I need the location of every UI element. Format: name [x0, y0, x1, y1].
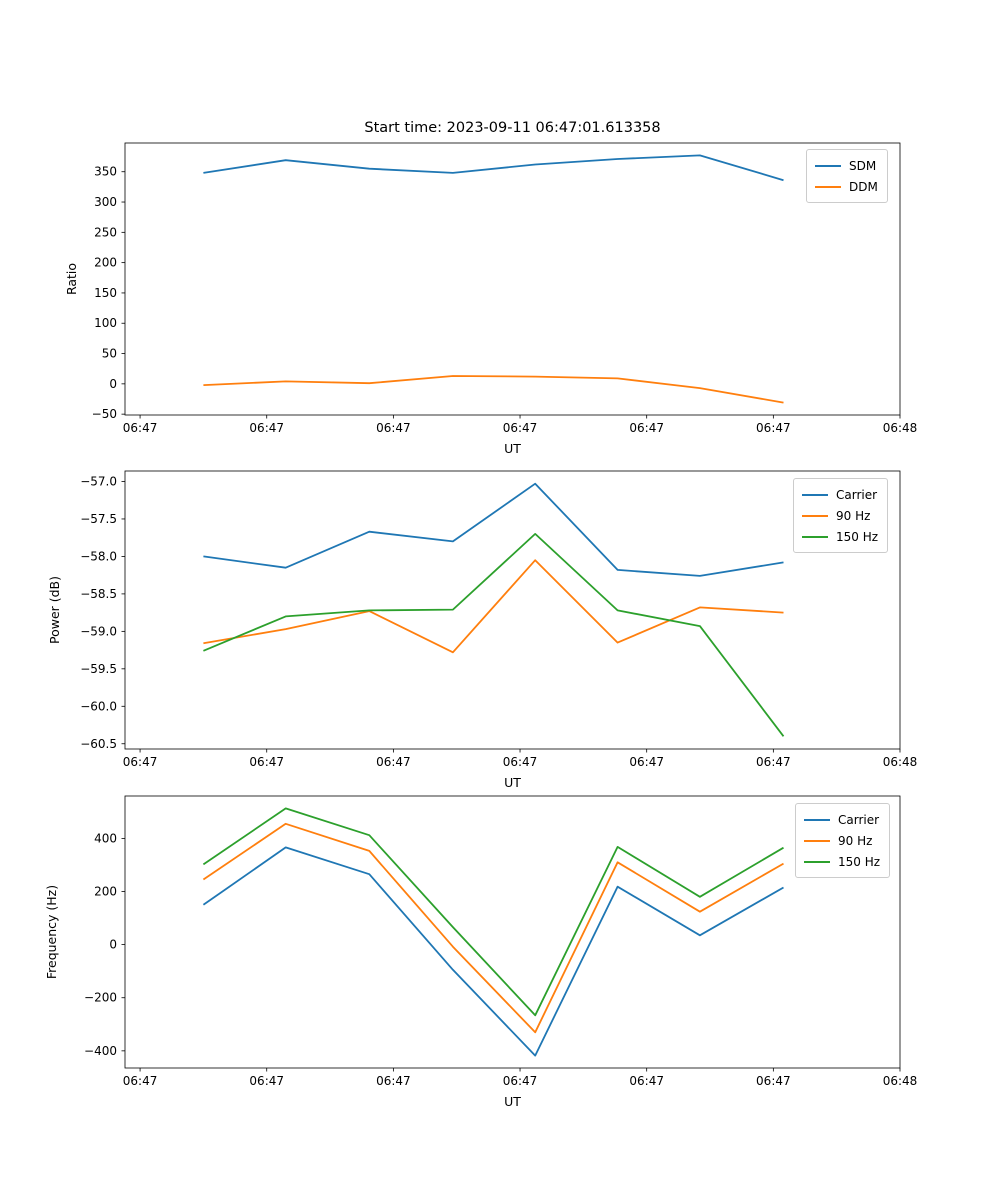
y-tick-label: −59.0: [80, 624, 117, 638]
axes-frame-ratio: [124, 142, 901, 416]
legend-line-sample: [804, 818, 830, 821]
x-tick-label: 06:47: [376, 755, 411, 769]
figure-title: Start time: 2023-09-11 06:47:01.613358: [364, 120, 661, 136]
legend-line-sample: [804, 839, 830, 842]
x-tick-label: 06:47: [123, 421, 158, 435]
x-tick-label: 06:48: [883, 421, 918, 435]
legend-item: Carrier: [804, 809, 880, 830]
legend-line-sample: [804, 860, 830, 863]
legend-item: 150 Hz: [802, 526, 878, 547]
x-tick-label: 06:47: [756, 1074, 791, 1088]
legend-label: DDM: [849, 179, 878, 194]
legend-item: Carrier: [802, 484, 878, 505]
y-tick-label: 0: [109, 938, 117, 952]
y-tick-label: 400: [94, 831, 117, 845]
y-tick-label: −58.0: [80, 549, 117, 563]
x-tick-label: 06:47: [249, 421, 284, 435]
y-tick-label: 200: [94, 256, 117, 270]
y-tick-label: 50: [102, 347, 117, 361]
x-tick-label: 06:47: [123, 755, 158, 769]
x-tick-label: 06:48: [883, 755, 918, 769]
x-tick-label: 06:47: [756, 755, 791, 769]
y-tick-label: −400: [84, 1044, 117, 1058]
legend-power: Carrier 90 Hz 150 Hz: [793, 478, 889, 553]
y-tick-label: 250: [94, 225, 117, 239]
y-tick-label: −50: [92, 407, 117, 421]
legend-label: 90 Hz: [838, 833, 873, 848]
x-tick-label: 06:47: [503, 1074, 538, 1088]
y-tick-label: 150: [94, 286, 117, 300]
series-line-carrier: [203, 482, 784, 577]
y-axis-label-ratio: Ratio: [64, 263, 79, 295]
y-tick-label: 100: [94, 316, 117, 330]
x-axis-label: UT: [504, 441, 521, 456]
x-tick-label: 06:47: [503, 421, 538, 435]
y-tick-label: 200: [94, 885, 117, 899]
y-tick-label: −60.0: [80, 699, 117, 713]
y-tick-label: −57.5: [80, 512, 117, 526]
series-line-150-hz: [203, 533, 785, 737]
y-tick-label: −200: [84, 991, 117, 1005]
legend-item: 90 Hz: [802, 505, 878, 526]
y-tick-label: −60.5: [80, 737, 117, 751]
legend-label: Carrier: [838, 812, 880, 827]
series-line-90-hz: [203, 559, 784, 654]
legend-line-sample: [802, 535, 828, 538]
y-axis-label-frequency: Frequency (Hz): [44, 885, 59, 979]
legend-label: 150 Hz: [836, 529, 879, 544]
x-tick-label: 06:47: [249, 755, 284, 769]
legend-label: 150 Hz: [838, 854, 881, 869]
y-tick-label: 0: [109, 377, 117, 391]
y-tick-label: 350: [94, 165, 117, 179]
legend-line-sample: [815, 164, 841, 167]
axes-frame-power: [124, 470, 901, 750]
legend-label: 90 Hz: [836, 508, 871, 523]
x-tick-label: 06:47: [756, 421, 791, 435]
x-tick-label: 06:47: [503, 755, 538, 769]
x-tick-label: 06:48: [883, 1074, 918, 1088]
x-tick-label: 06:47: [123, 1074, 158, 1088]
legend-item: DDM: [815, 176, 878, 197]
x-tick-label: 06:47: [629, 1074, 664, 1088]
legend-item: 90 Hz: [804, 830, 880, 851]
y-axis-label-power: Power (dB): [47, 576, 62, 644]
legend-label: SDM: [849, 158, 877, 173]
legend-ratio: SDM DDM: [806, 149, 888, 203]
legend-line-sample: [802, 493, 828, 496]
series-line-90-hz: [202, 822, 784, 1034]
legend-line-sample: [815, 185, 841, 188]
legend-item: 150 Hz: [804, 851, 880, 872]
y-tick-label: −59.5: [80, 662, 117, 676]
x-tick-label: 06:47: [629, 421, 664, 435]
legend-item: SDM: [815, 155, 878, 176]
x-tick-label: 06:47: [249, 1074, 284, 1088]
x-axis-label: UT: [504, 1094, 521, 1109]
x-axis-label: UT: [504, 775, 521, 790]
series-line-150-hz: [202, 807, 784, 1017]
legend-label: Carrier: [836, 487, 878, 502]
y-tick-label: −58.5: [80, 587, 117, 601]
x-tick-label: 06:47: [376, 421, 411, 435]
legend-frequency: Carrier 90 Hz 150 Hz: [795, 803, 891, 878]
legend-line-sample: [802, 514, 828, 517]
y-tick-label: 300: [94, 195, 117, 209]
series-line-carrier: [202, 846, 784, 1057]
y-tick-label: −57.0: [80, 474, 117, 488]
series-line-sdm: [203, 154, 784, 182]
series-line-ddm: [203, 375, 784, 404]
x-tick-label: 06:47: [376, 1074, 411, 1088]
axes-frame-frequency: [124, 795, 901, 1069]
x-tick-label: 06:47: [629, 755, 664, 769]
